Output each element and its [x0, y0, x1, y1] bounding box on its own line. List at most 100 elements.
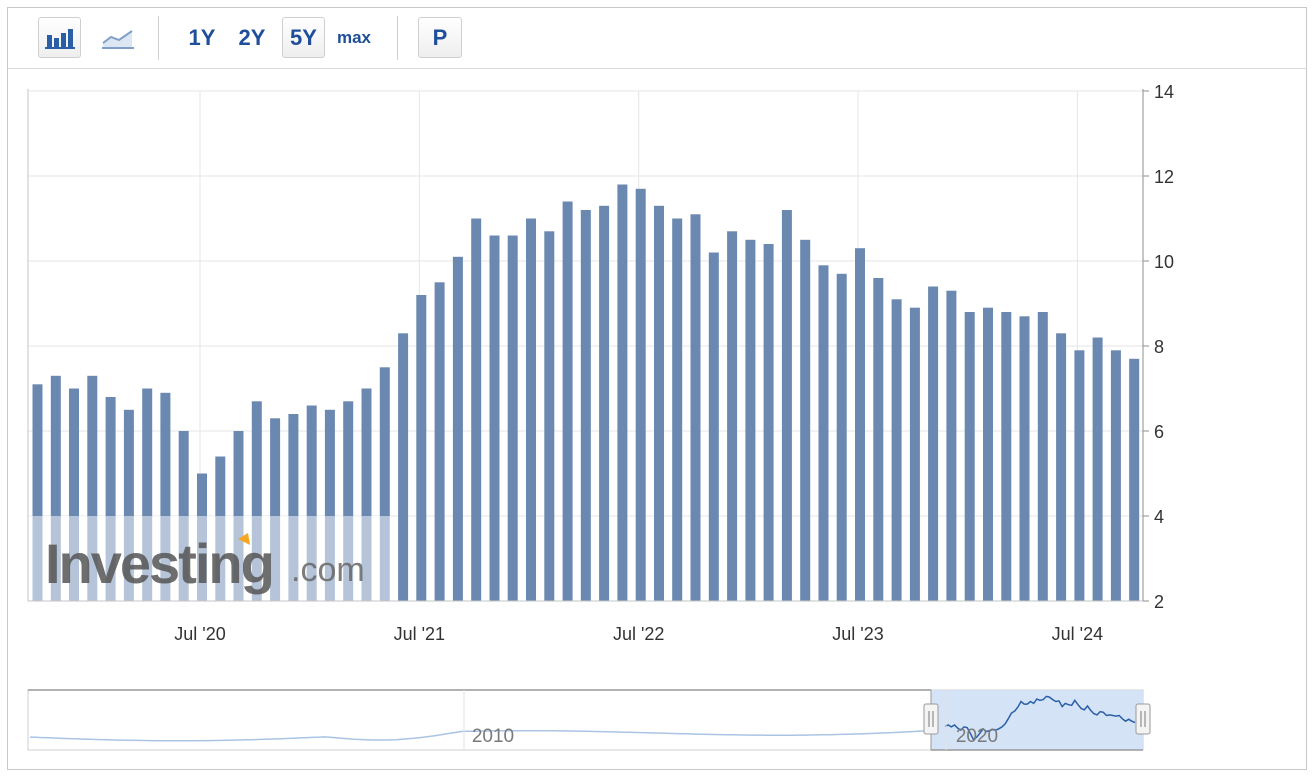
bar[interactable]	[964, 312, 975, 601]
bar[interactable]	[983, 307, 993, 601]
chart-bars	[32, 184, 1140, 602]
bar[interactable]	[580, 210, 591, 601]
bar[interactable]	[1092, 337, 1103, 602]
bar[interactable]	[690, 214, 701, 602]
y-tick-label: 12	[1154, 167, 1174, 187]
chart-toolbar: 1Y 2Y 5Y max P	[8, 8, 1306, 69]
p-button[interactable]: P	[418, 17, 462, 58]
range-5y-button[interactable]: 5Y	[282, 17, 325, 58]
navigator[interactable]: 2010 2020	[27, 689, 1151, 751]
range-2y-button[interactable]: 2Y	[231, 17, 273, 58]
bar[interactable]	[745, 239, 756, 602]
watermark-accent-icon	[238, 533, 250, 545]
toolbar-separator	[158, 16, 159, 60]
bar[interactable]	[343, 401, 354, 602]
bar[interactable]	[398, 333, 409, 602]
bar[interactable]	[873, 278, 884, 601]
bar[interactable]	[617, 184, 628, 602]
bar[interactable]	[1037, 312, 1048, 601]
bar[interactable]	[763, 244, 774, 601]
x-tick-label: Jul '23	[832, 624, 883, 644]
bar[interactable]	[123, 409, 134, 602]
bar[interactable]	[32, 384, 43, 602]
bar[interactable]	[69, 388, 79, 602]
x-tick-label: Jul '22	[613, 624, 664, 644]
watermark-brand: Investing	[45, 532, 273, 595]
range-1y-button[interactable]: 1Y	[181, 17, 223, 58]
navigator-label: 2020	[956, 726, 998, 747]
y-tick-label: 2	[1154, 592, 1164, 612]
bar[interactable]	[836, 273, 847, 601]
bar[interactable]	[599, 205, 610, 602]
bar[interactable]	[708, 252, 719, 602]
bar[interactable]	[818, 265, 829, 602]
bar[interactable]	[251, 401, 262, 602]
bar[interactable]	[306, 405, 317, 602]
bar[interactable]	[160, 392, 171, 602]
p-button-label: P	[432, 24, 448, 50]
y-tick-label: 14	[1154, 82, 1174, 102]
bar[interactable]	[1019, 316, 1030, 601]
bar[interactable]	[727, 231, 738, 602]
bar[interactable]	[946, 290, 957, 601]
bar[interactable]	[781, 210, 792, 601]
bar[interactable]	[654, 205, 664, 602]
toolbar-separator	[397, 16, 398, 60]
y-tick-label: 6	[1154, 422, 1164, 442]
range-max-label: max	[336, 27, 372, 47]
navigator-label: 2010	[472, 726, 514, 747]
range-1y-label: 1Y	[188, 24, 216, 50]
bar[interactable]	[379, 367, 390, 602]
bar[interactable]	[288, 414, 299, 601]
bar[interactable]	[855, 248, 865, 601]
bar[interactable]	[562, 201, 573, 602]
bar[interactable]	[635, 188, 646, 602]
bar[interactable]	[416, 295, 427, 601]
bar[interactable]	[489, 235, 500, 602]
x-tick-label: Jul '20	[174, 624, 225, 644]
navigator-selected-line	[944, 695, 1136, 741]
bar[interactable]	[526, 218, 536, 602]
bar[interactable]	[270, 418, 281, 602]
bar[interactable]	[1110, 350, 1121, 602]
chart-axes: 2 4 6 8 10 12 14 Jul '20 Jul '21 Jul '22 Jul '23 Ju…	[27, 82, 1174, 644]
y-tick-label: 8	[1154, 337, 1164, 357]
bar[interactable]	[891, 299, 902, 602]
bar[interactable]	[471, 218, 482, 602]
bar[interactable]	[1074, 350, 1085, 602]
bar[interactable]	[1001, 312, 1012, 601]
line-chart-button[interactable]	[96, 17, 139, 58]
navigator-right-handle[interactable]	[1135, 703, 1151, 735]
watermark-suffix: .com	[291, 551, 365, 589]
bar[interactable]	[1129, 358, 1140, 602]
x-tick-label: Jul '21	[394, 624, 445, 644]
bar[interactable]	[1056, 333, 1067, 602]
y-tick-label: 10	[1154, 252, 1174, 272]
bar[interactable]	[434, 282, 445, 602]
x-tick-label: Jul '24	[1052, 624, 1103, 644]
bar[interactable]	[361, 388, 372, 602]
bar-chart-button[interactable]	[38, 17, 81, 58]
bar[interactable]	[452, 256, 463, 601]
bar[interactable]	[800, 239, 811, 602]
bar[interactable]	[507, 235, 518, 602]
bar[interactable]	[928, 286, 939, 602]
bar[interactable]	[544, 231, 555, 602]
watermark-backdrop	[29, 516, 390, 601]
bar[interactable]	[909, 307, 920, 601]
bar-chart-icon	[44, 28, 75, 49]
range-2y-label: 2Y	[238, 24, 266, 50]
bar[interactable]	[50, 375, 61, 602]
bar[interactable]	[672, 218, 683, 602]
handle-body[interactable]	[1135, 703, 1151, 735]
handle-body[interactable]	[923, 703, 939, 735]
navigator-left-handle[interactable]	[923, 703, 939, 735]
navigator-history-line	[29, 729, 931, 742]
bar[interactable]	[142, 388, 153, 602]
range-max-button[interactable]: max	[332, 17, 376, 58]
bar[interactable]	[105, 397, 116, 601]
bar[interactable]	[87, 375, 98, 602]
bar[interactable]	[324, 409, 335, 602]
range-5y-label: 5Y	[290, 24, 317, 50]
